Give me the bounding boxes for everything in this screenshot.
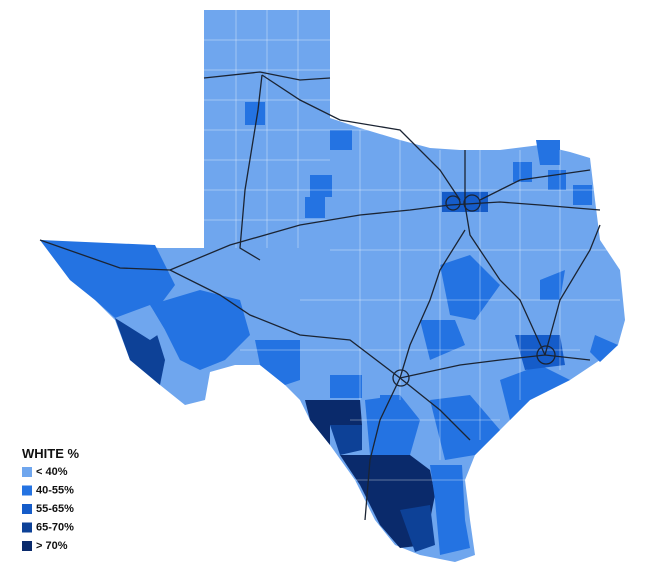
county-group — [255, 340, 300, 385]
county-group — [430, 395, 500, 460]
county-group — [380, 395, 400, 420]
county-group — [150, 290, 250, 370]
county-group — [540, 270, 565, 300]
legend-swatch — [22, 467, 32, 477]
county-group — [330, 375, 362, 398]
county-group — [513, 162, 532, 182]
legend-label: > 70% — [36, 540, 68, 552]
legend-swatch — [22, 522, 32, 533]
county-group — [245, 102, 265, 125]
county-group — [590, 335, 618, 362]
legend-label: < 40% — [36, 466, 68, 478]
county-group — [573, 185, 592, 205]
legend-swatch — [22, 485, 32, 496]
county-group — [330, 130, 352, 150]
county-group — [400, 505, 435, 552]
county-group — [330, 425, 362, 455]
legend-swatch — [22, 541, 32, 551]
county-group — [305, 197, 325, 218]
legend-swatch — [22, 504, 32, 514]
legend-label: 65-70% — [36, 521, 74, 533]
county-group — [536, 140, 560, 165]
county-group — [430, 465, 470, 555]
legend-label: 55-65% — [36, 503, 74, 515]
county-group — [500, 365, 570, 420]
county-group — [548, 170, 566, 190]
legend-label: 40-55% — [36, 484, 74, 496]
county-group — [365, 395, 420, 455]
county-group — [440, 255, 500, 320]
legend-title: WHITE % — [22, 446, 79, 461]
legend: < 40% 40-55% 55-65% 65-70% > 70% — [22, 466, 74, 552]
county-group — [305, 400, 362, 445]
county-group — [115, 305, 165, 340]
counties — [40, 10, 625, 562]
county-group — [40, 240, 175, 318]
county-group — [310, 175, 332, 197]
highways — [39, 71, 601, 521]
